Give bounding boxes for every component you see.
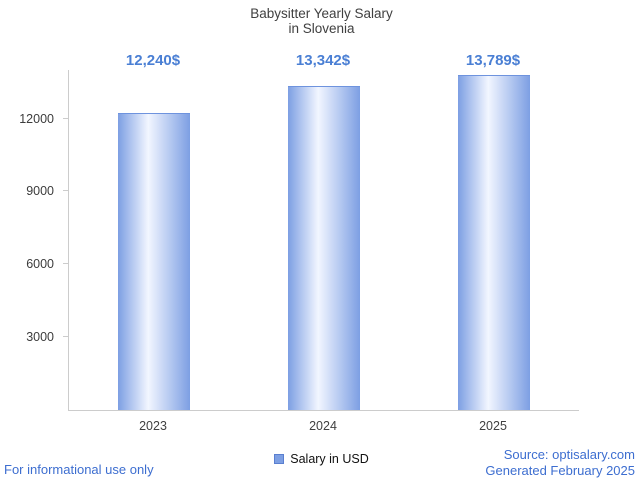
x-tick-label: 2025 xyxy=(479,419,507,433)
footer-generated: Generated February 2025 xyxy=(485,463,635,478)
plot-area xyxy=(63,70,579,411)
x-tick-label: 2023 xyxy=(139,419,167,433)
legend-label: Salary in USD xyxy=(290,452,369,466)
bar-value-labels: 12,240$ 13,342$ 13,789$ xyxy=(68,52,578,72)
bar-2024 xyxy=(288,86,360,410)
bar-value-label: 13,789$ xyxy=(465,52,521,69)
y-tick-label: 12000 xyxy=(19,112,54,126)
y-tick-label: 6000 xyxy=(26,257,54,271)
y-tick-mark xyxy=(63,118,69,119)
chart-title-line2: in Slovenia xyxy=(288,21,355,36)
y-tick-mark xyxy=(63,336,69,337)
legend-swatch-icon xyxy=(274,454,285,464)
y-axis: 3000 6000 9000 12000 xyxy=(0,70,62,410)
chart-title-line1: Babysitter Yearly Salary xyxy=(250,6,393,21)
y-tick-label: 9000 xyxy=(26,184,54,198)
x-axis-labels: 2023 2024 2025 xyxy=(68,419,578,435)
y-tick-mark xyxy=(63,263,69,264)
bar-value-label: 13,342$ xyxy=(295,52,351,69)
x-tick-label: 2024 xyxy=(309,419,337,433)
chart-title: Babysitter Yearly Salary in Slovenia xyxy=(0,6,643,36)
bar-2025 xyxy=(458,75,530,410)
bar-value-label: 12,240$ xyxy=(125,52,181,69)
footer-disclaimer: For informational use only xyxy=(4,462,154,477)
footer-source: Source: optisalary.com xyxy=(503,447,635,462)
y-tick-label: 3000 xyxy=(26,330,54,344)
y-tick-mark xyxy=(63,190,69,191)
bar-2023 xyxy=(118,113,190,410)
footer-source-block: Source: optisalary.com Generated Februar… xyxy=(485,447,635,479)
legend: Salary in USD xyxy=(0,452,643,466)
